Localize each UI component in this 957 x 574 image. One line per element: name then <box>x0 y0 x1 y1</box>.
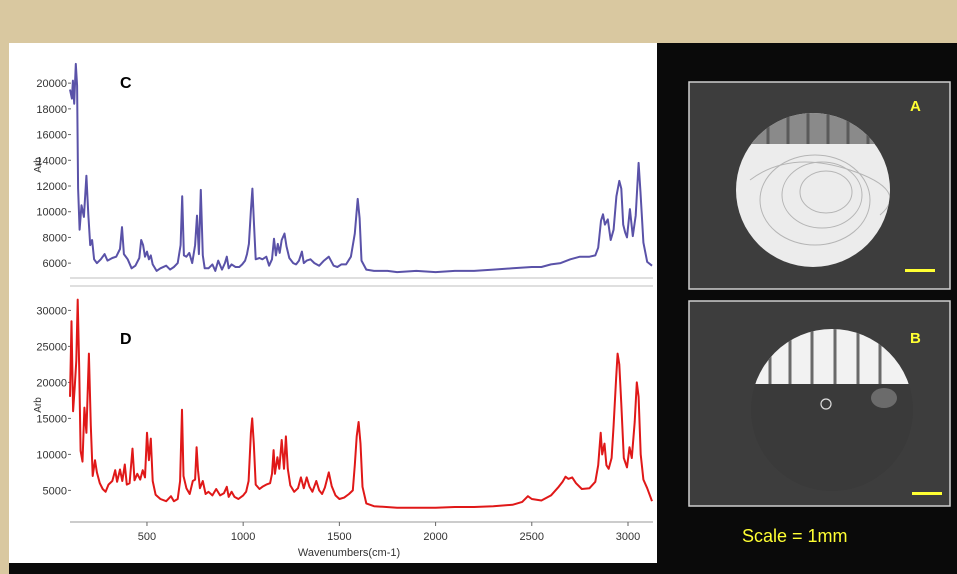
chart-c-ylabel: Arb <box>33 157 44 173</box>
chart-c-y-tick-label: 20000 <box>36 78 67 90</box>
chart-d-x-tick-label: 3000 <box>616 531 640 543</box>
chart-d-ylabel: Arb <box>33 397 44 413</box>
chart-c-y-ticks: 20000 18000 16000 14000 12000 10000 8000 6000 <box>36 78 71 270</box>
scale-caption: Scale = 1mm <box>742 526 848 546</box>
chart-d-series-line <box>69 298 653 509</box>
image-b-label: B <box>910 330 921 347</box>
chart-c-panel-label: C <box>120 75 132 92</box>
image-a-scale-bar <box>905 269 935 272</box>
chart-c-y-tick-label: 8000 <box>43 232 67 244</box>
image-a-label: A <box>910 98 921 115</box>
chart-d-x-tick-label: 2500 <box>520 531 544 543</box>
chart-c-y-tick-label: 6000 <box>43 258 67 270</box>
chart-c: C Arb 20000 18000 16000 14000 12000 10000 8000… <box>33 62 653 279</box>
chart-d: D Arb 30000 25000 20000 15000 10000 5000 500 1… <box>33 285 653 559</box>
chart-c-y-tick-label: 16000 <box>36 130 67 142</box>
chart-d-y-tick-label: 30000 <box>36 305 67 317</box>
image-b-specimen <box>751 329 913 491</box>
microscope-image-b: B <box>688 300 951 507</box>
chart-c-y-tick-label: 18000 <box>36 104 67 116</box>
chart-d-y-tick-label: 5000 <box>43 485 67 497</box>
chart-d-y-tick-label: 15000 <box>36 413 67 425</box>
chart-x-axis-label: Wavenumbers(cm-1) <box>298 547 400 559</box>
chart-d-x-tick-label: 500 <box>138 531 156 543</box>
chart-c-y-tick-label: 12000 <box>36 181 67 193</box>
chart-d-x-tick-label: 1500 <box>327 531 351 543</box>
chart-c-y-tick-label: 10000 <box>36 207 67 219</box>
chart-c-y-tick-label: 14000 <box>36 155 67 167</box>
chart-d-y-tick-label: 10000 <box>36 449 67 461</box>
chart-c-series-line <box>69 62 653 274</box>
bottom-bar <box>9 563 957 574</box>
chart-d-panel-label: D <box>120 331 132 348</box>
chart-d-y-tick-label: 20000 <box>36 377 67 389</box>
chart-d-x-ticks: 500 1000 1500 2000 2500 3000 <box>138 522 640 543</box>
image-b-scale-bar <box>912 492 942 495</box>
chart-d-x-tick-label: 1000 <box>231 531 255 543</box>
image-a-specimen <box>736 113 890 267</box>
chart-d-x-tick-label: 2000 <box>423 531 447 543</box>
microscope-image-a: A <box>688 81 951 290</box>
chart-d-y-tick-label: 25000 <box>36 341 67 353</box>
